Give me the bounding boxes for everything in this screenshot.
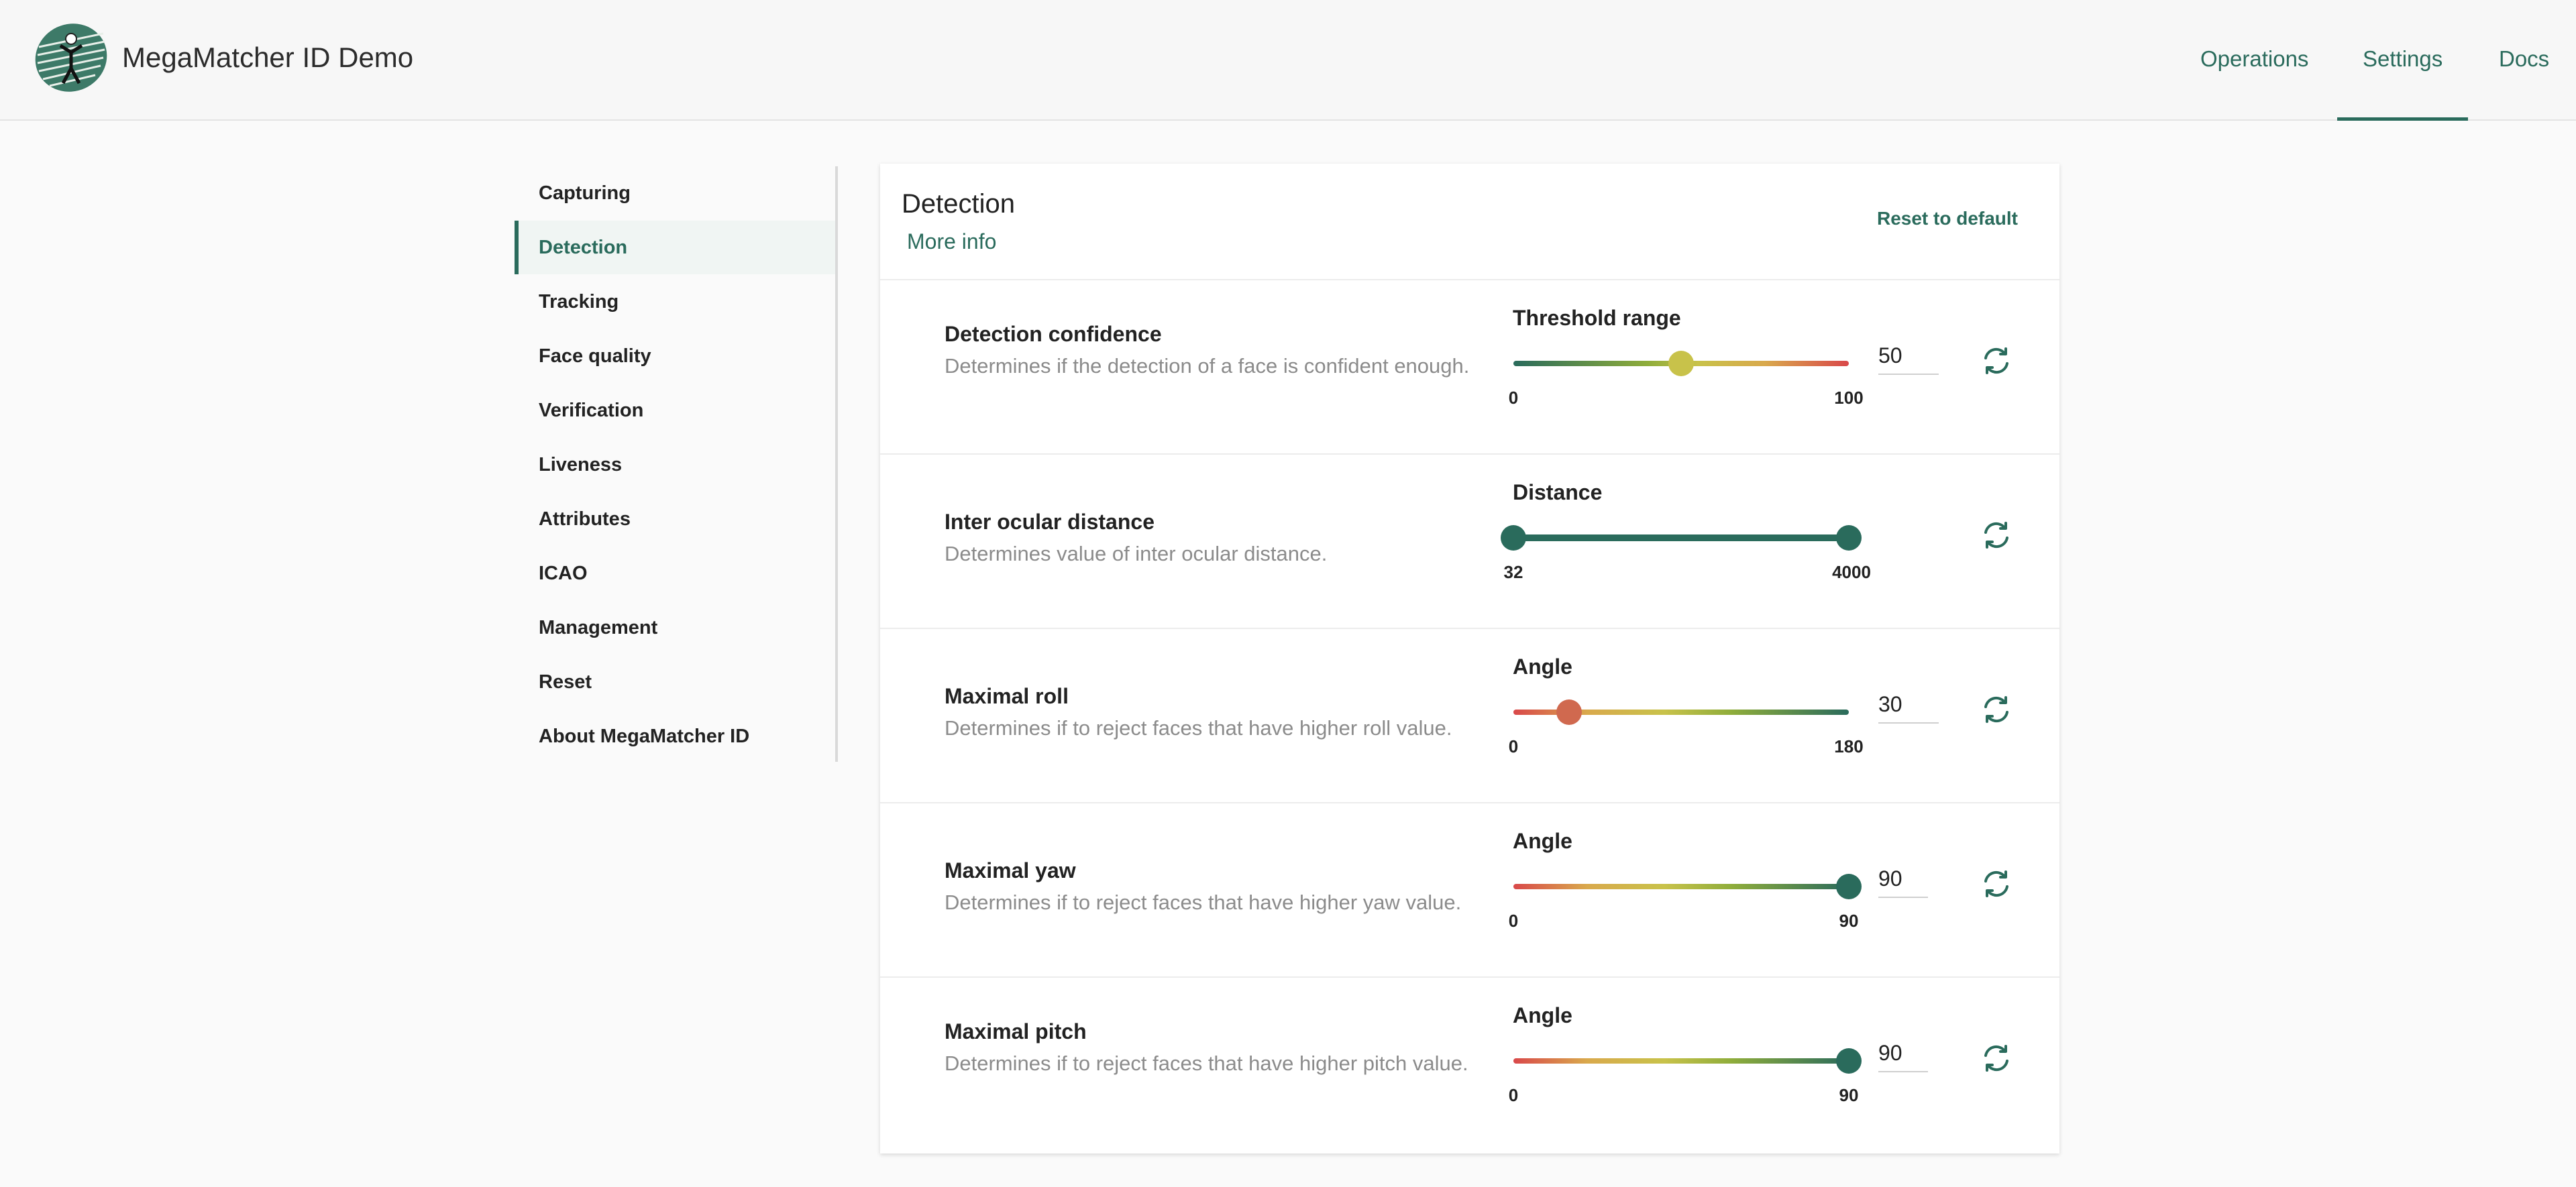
refresh-icon[interactable]: [1980, 519, 2012, 551]
sidebar-item-attributes[interactable]: Attributes: [539, 508, 631, 530]
refresh-icon[interactable]: [1980, 1042, 2012, 1074]
nav-settings[interactable]: Settings: [2337, 0, 2469, 121]
sidebar-item-face-quality[interactable]: Face quality: [539, 345, 651, 367]
slider-thumb[interactable]: [1556, 699, 1582, 725]
slider-min-label: 0: [1508, 736, 1519, 756]
refresh-icon[interactable]: [1980, 693, 2012, 726]
sidebar-item-capturing[interactable]: Capturing: [539, 182, 631, 204]
more-info-link[interactable]: More info: [907, 229, 997, 253]
slider-min-label: 0: [1508, 1085, 1519, 1105]
setting-description: Determines if to reject faces that have …: [945, 1052, 1468, 1075]
setting-row-detection-confidence: Detection confidence Determines if the d…: [880, 279, 2059, 455]
setting-row-maximal-roll: Maximal roll Determines if to reject fac…: [880, 628, 2059, 803]
setting-title: Maximal pitch: [945, 1019, 1087, 1043]
setting-title: Maximal roll: [945, 684, 1069, 708]
slider-thumb[interactable]: [1836, 874, 1862, 899]
slider-min-label: 0: [1508, 911, 1519, 931]
setting-description: Determines if to reject faces that have …: [945, 891, 1462, 914]
slider-thumb-low[interactable]: [1501, 525, 1526, 551]
setting-description: Determines if the detection of a face is…: [945, 354, 1470, 378]
slider-track[interactable]: [1513, 1058, 1849, 1064]
app-header: MegaMatcher ID Demo Operations Settings …: [0, 0, 2576, 121]
value-input[interactable]: 90: [1878, 866, 1928, 898]
sidebar-item-about[interactable]: About MegaMatcher ID: [539, 726, 750, 747]
slider-label: Angle: [1513, 829, 1572, 853]
slider-track[interactable]: [1513, 884, 1849, 889]
sidebar-item-reset[interactable]: Reset: [539, 671, 592, 693]
slider-track[interactable]: [1513, 534, 1849, 541]
slider-min-label: 32: [1503, 562, 1523, 582]
sidebar-item-liveness[interactable]: Liveness: [539, 454, 623, 475]
megamatcher-logo[interactable]: [34, 21, 109, 94]
slider-thumb-high[interactable]: [1836, 525, 1862, 551]
sidebar-item-management[interactable]: Management: [539, 617, 658, 638]
value-input[interactable]: 50: [1878, 343, 1939, 375]
detection-settings-card: Detection More info Reset to default Det…: [880, 164, 2059, 1153]
slider-label: Threshold range: [1513, 306, 1681, 330]
setting-description: Determines value of inter ocular distanc…: [945, 542, 1328, 565]
slider-max-label: 90: [1839, 911, 1859, 931]
slider-thumb[interactable]: [1836, 1048, 1862, 1074]
setting-title: Maximal yaw: [945, 858, 1076, 883]
slider-label: Angle: [1513, 655, 1572, 679]
setting-row-maximal-yaw: Maximal yaw Determines if to reject face…: [880, 802, 2059, 978]
sidebar-item-icao[interactable]: ICAO: [539, 563, 588, 584]
slider-max-label: 180: [1834, 736, 1864, 756]
slider-track[interactable]: [1513, 710, 1849, 715]
refresh-icon[interactable]: [1980, 868, 2012, 900]
slider-max-label: 90: [1839, 1085, 1859, 1105]
refresh-icon[interactable]: [1980, 345, 2012, 377]
setting-title: Detection confidence: [945, 322, 1162, 346]
setting-description: Determines if to reject faces that have …: [945, 716, 1452, 740]
reset-to-default-button[interactable]: Reset to default: [1876, 208, 2018, 229]
nav-docs[interactable]: Docs: [2499, 46, 2550, 71]
app-title: MegaMatcher ID Demo: [122, 42, 414, 73]
slider-max-label: 100: [1834, 388, 1864, 408]
sidebar-item-tracking[interactable]: Tracking: [539, 291, 619, 313]
slider-max-label: 4000: [1832, 562, 1871, 582]
sidebar-item-detection[interactable]: Detection: [515, 221, 835, 274]
sidebar-item-verification[interactable]: Verification: [539, 400, 644, 421]
settings-sidebar: Capturing Detection Tracking Face qualit…: [515, 166, 838, 762]
setting-row-inter-ocular-distance: Inter ocular distance Determines value o…: [880, 453, 2059, 629]
slider-label: Distance: [1513, 480, 1603, 504]
value-input[interactable]: 30: [1878, 692, 1939, 724]
card-title: Detection: [902, 189, 1015, 219]
slider-label: Angle: [1513, 1003, 1572, 1027]
nav-operations[interactable]: Operations: [2200, 46, 2309, 71]
slider-thumb[interactable]: [1668, 351, 1694, 376]
value-input[interactable]: 90: [1878, 1041, 1928, 1072]
setting-row-maximal-pitch: Maximal pitch Determines if to reject fa…: [880, 976, 2059, 1152]
slider-min-label: 0: [1508, 388, 1519, 408]
setting-title: Inter ocular distance: [945, 510, 1155, 534]
